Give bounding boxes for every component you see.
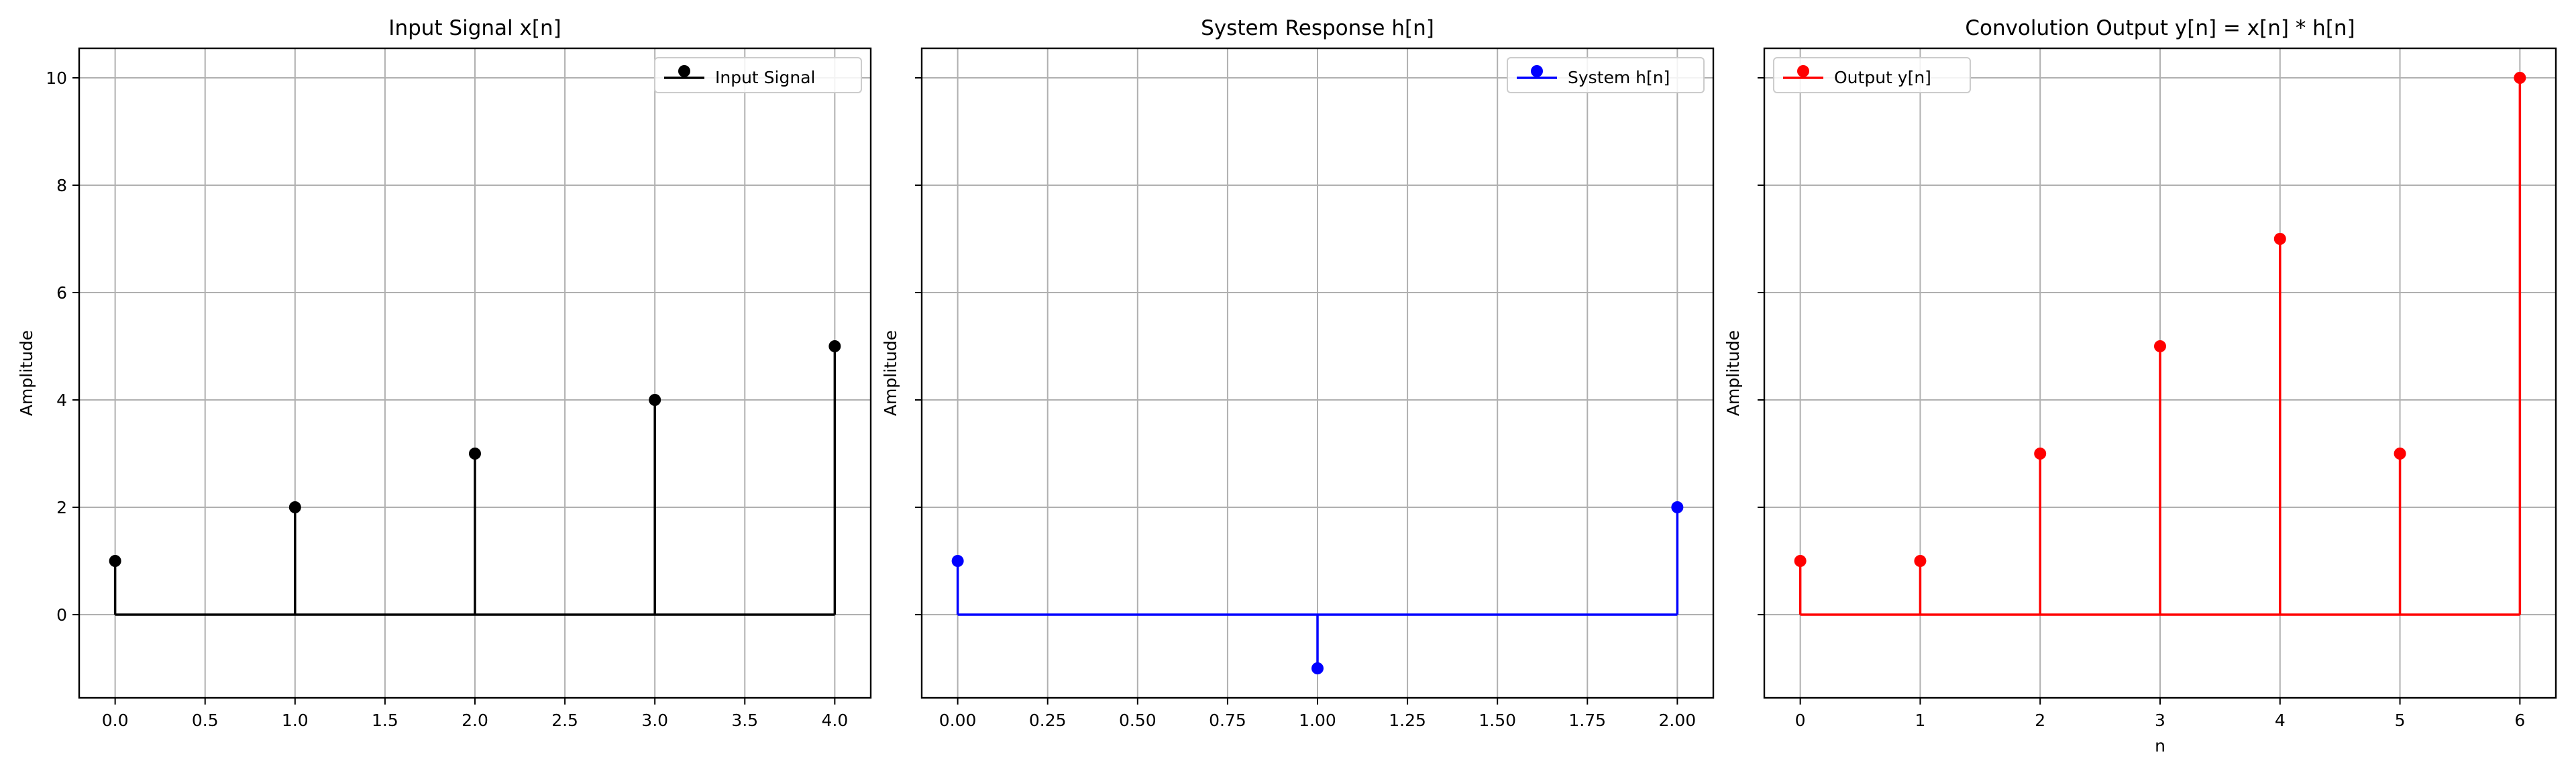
x-tick-label: 1.25 (1389, 711, 1426, 730)
stem-marker (1794, 555, 1807, 567)
stem-marker (649, 394, 661, 406)
x-tick-label: 0.25 (1029, 711, 1067, 730)
stem-marker (2273, 233, 2286, 245)
x-tick-label: 2.5 (551, 711, 578, 730)
x-tick-label: 0 (1795, 711, 1806, 730)
stem-marker (1671, 501, 1684, 513)
legend: Output y[n] (1773, 57, 1971, 93)
stem-marker (2394, 448, 2406, 460)
x-tick-label: 1.50 (1479, 711, 1516, 730)
x-tick-label: 5 (2395, 711, 2406, 730)
chart-title: System Response h[n] (1201, 16, 1434, 40)
stem-marker (469, 448, 481, 460)
legend-box (654, 57, 862, 93)
chart-panel-1: 0.0 0.5 1.0 1.5 2.0 2.5 3.0 3.5 4.0 0 2 4 6 8 10 Input … (17, 16, 872, 730)
x-tick-label: 0.0 (102, 711, 129, 730)
y-tick-label: 8 (56, 176, 67, 195)
x-tick-label: 1.0 (282, 711, 309, 730)
stem-marker (828, 340, 841, 352)
y-tick-label: 10 (46, 68, 67, 88)
x-tick-label: 1.5 (372, 711, 398, 730)
stem-marker (1311, 662, 1324, 674)
y-axis-label: Amplitude (881, 330, 900, 416)
x-axis-label: n (2155, 736, 2165, 756)
x-tick-label: 2.00 (1659, 711, 1697, 730)
stem-marker (2514, 72, 2526, 84)
y-tick-label: 4 (56, 391, 67, 410)
legend-label: Output y[n] (1834, 68, 1931, 87)
x-tick-label: 0.00 (939, 711, 977, 730)
legend-marker (678, 65, 690, 77)
chart-panel-2: 0.00 0.25 0.50 0.75 1.00 1.25 1.50 1.75 2.00 Syst… (881, 16, 1715, 730)
stem-marker (109, 555, 121, 567)
chart-title: Input Signal x[n] (388, 16, 561, 40)
legend: Input Signal (654, 57, 862, 93)
y-tick-label: 2 (56, 498, 67, 517)
legend-label: Input Signal (715, 68, 815, 87)
legend-marker (1797, 65, 1809, 77)
x-tick-label: 4 (2275, 711, 2286, 730)
x-tick-label: 0.50 (1119, 711, 1157, 730)
x-tick-label: 1 (1915, 711, 1925, 730)
x-tick-label: 2 (2035, 711, 2045, 730)
legend-box (1507, 57, 1705, 93)
x-tick-label: 6 (2514, 711, 2525, 730)
x-tick-label: 3.5 (731, 711, 758, 730)
stem-marker (2034, 448, 2047, 460)
chart-title: Convolution Output y[n] = x[n] * h[n] (1965, 16, 2355, 40)
y-axis-label: Amplitude (17, 330, 36, 416)
stem-marker (288, 501, 301, 513)
x-tick-label: 2.0 (462, 711, 488, 730)
x-tick-label: 0.75 (1209, 711, 1246, 730)
y-tick-label: 6 (56, 283, 67, 303)
x-tick-label: 4.0 (821, 711, 848, 730)
legend: System h[n] (1507, 57, 1705, 93)
stem-marker (951, 555, 964, 567)
x-tick-label: 3.0 (641, 711, 668, 730)
stem-marker (1914, 555, 1927, 567)
y-axis-label: Amplitude (1723, 330, 1743, 416)
x-tick-label: 1.00 (1299, 711, 1336, 730)
x-tick-label: 0.5 (192, 711, 219, 730)
legend-marker (1531, 65, 1543, 77)
legend-label: System h[n] (1568, 68, 1670, 87)
stem-marker (2154, 340, 2166, 352)
chart-panel-3: 0 1 2 3 4 5 6 Convolution Output y[n] = x[n] * … (1723, 16, 2557, 756)
x-tick-label: 1.75 (1568, 711, 1606, 730)
y-tick-label: 0 (56, 605, 67, 625)
x-tick-label: 3 (2155, 711, 2165, 730)
legend-box (1773, 57, 1971, 93)
